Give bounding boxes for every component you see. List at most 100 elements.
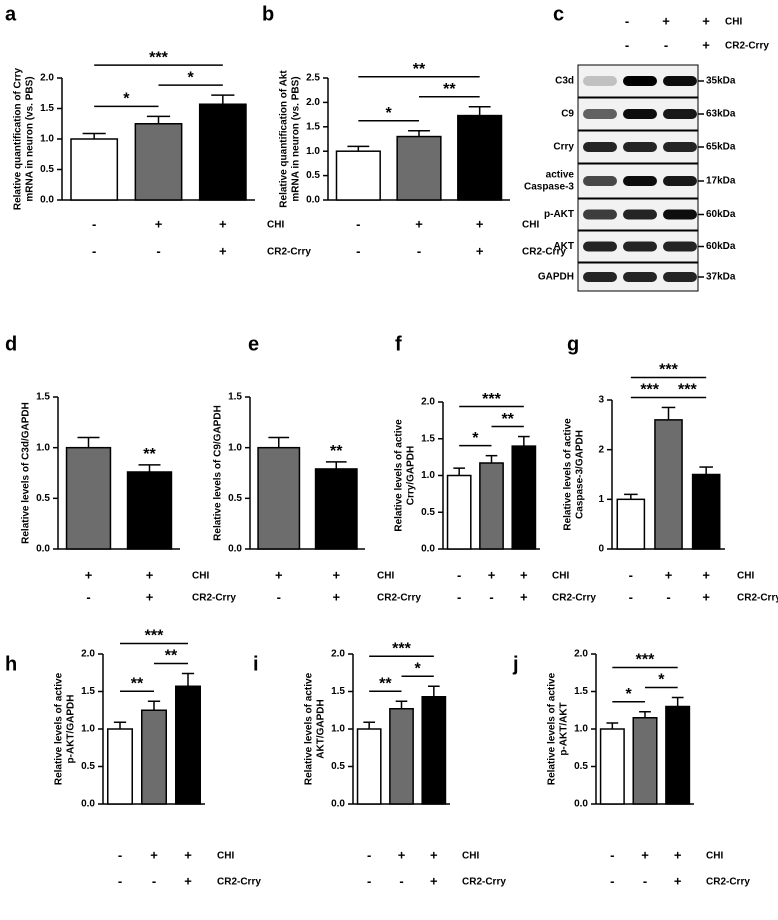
- significance: *: [386, 105, 393, 122]
- y-axis-label: Crry/GAPDH: [406, 446, 417, 505]
- bar: [654, 419, 683, 550]
- bar: [356, 728, 382, 805]
- significance: ***: [640, 382, 659, 399]
- y-tick-label: 0.5: [331, 761, 345, 772]
- condition-sign: -: [367, 847, 371, 862]
- bar: [175, 685, 201, 805]
- bar: [691, 473, 721, 550]
- significance: ***: [145, 628, 164, 645]
- condition-sign: -: [489, 589, 493, 604]
- condition-sign: -: [629, 589, 633, 604]
- bar: [126, 471, 173, 550]
- condition-sign: -: [356, 216, 360, 231]
- condition-sign: -: [152, 873, 156, 888]
- y-tick-label: 1.5: [228, 392, 242, 403]
- condition-sign: -: [277, 589, 281, 604]
- condition-sign: +: [641, 847, 649, 862]
- y-tick-label: 1.0: [574, 724, 588, 735]
- condition-sign: -: [666, 589, 670, 604]
- condition-label: CHI: [552, 571, 569, 582]
- y-tick-label: 2.0: [574, 649, 588, 660]
- condition-label: CR2-Crry: [192, 593, 236, 604]
- bar: [396, 135, 442, 201]
- y-axis-label: Relative levels of active: [547, 672, 558, 785]
- y-tick-label: 1.0: [40, 134, 54, 145]
- condition-sign: +: [702, 13, 710, 28]
- significance: **: [131, 675, 144, 692]
- blot-label: AKT: [553, 241, 574, 252]
- condition-label: CR2-Crry: [522, 247, 566, 258]
- panel-label: b: [262, 3, 274, 25]
- condition-label: CHI: [192, 571, 209, 582]
- y-tick-label: 0.0: [331, 799, 345, 810]
- blot-size: 65kDa: [706, 142, 736, 153]
- blot-label: GAPDH: [538, 272, 574, 283]
- significance: ***: [482, 391, 501, 408]
- significance: ***: [659, 362, 678, 379]
- significance: **: [379, 675, 392, 692]
- panel-label: g: [567, 333, 579, 355]
- condition-sign: +: [665, 567, 673, 582]
- blot-band: [623, 241, 657, 252]
- blot-band: [583, 176, 617, 186]
- y-tick-label: 2.0: [306, 97, 320, 108]
- bar: [389, 708, 414, 805]
- bar: [198, 103, 247, 201]
- condition-sign: -: [457, 567, 461, 582]
- y-axis-label: Caspase-3/GAPDH: [575, 430, 586, 519]
- condition-sign: +: [332, 567, 340, 582]
- y-tick-label: 0.0: [81, 799, 95, 810]
- blot-size: 35kDa: [706, 76, 736, 87]
- condition-label: CHI: [217, 851, 234, 862]
- significance: *: [123, 91, 130, 108]
- bar: [141, 709, 167, 805]
- blot-band: [663, 272, 697, 282]
- bar: [599, 728, 625, 805]
- panel-label: a: [5, 3, 17, 25]
- y-axis-label: p-AKT/AKT: [559, 702, 570, 755]
- panel-label: e: [248, 333, 259, 355]
- y-tick-label: 3: [598, 395, 604, 406]
- bar: [665, 705, 691, 805]
- condition-sign: +: [146, 567, 154, 582]
- condition-sign: -: [86, 589, 90, 604]
- y-tick-label: 0.5: [306, 170, 320, 181]
- condition-sign: +: [155, 216, 163, 231]
- bar: [107, 728, 133, 805]
- y-axis-label: Relative levels of active: [394, 419, 405, 532]
- blot-size: 63kDa: [706, 109, 736, 120]
- blot-band: [583, 109, 617, 119]
- bar: [314, 468, 358, 550]
- condition-sign: +: [702, 567, 710, 582]
- blot-band: [623, 142, 657, 152]
- bar: [632, 717, 658, 805]
- y-tick-label: 0.5: [574, 761, 588, 772]
- condition-sign: -: [625, 13, 629, 28]
- y-tick-label: 2.0: [331, 649, 345, 660]
- y-axis-label: Relative levels of C3d/GAPDH: [21, 402, 32, 544]
- condition-sign: +: [219, 243, 227, 258]
- significance: **: [413, 61, 426, 78]
- y-tick-label: 1: [598, 494, 604, 505]
- significance: **: [501, 411, 514, 428]
- y-axis-label: AKT/GAPDH: [316, 699, 327, 758]
- condition-sign: +: [184, 873, 192, 888]
- condition-sign: -: [156, 243, 160, 258]
- bar: [421, 696, 447, 805]
- blot-band: [623, 109, 657, 119]
- y-tick-label: 2: [598, 444, 604, 455]
- bar: [70, 138, 119, 201]
- condition-label: CHI: [462, 851, 479, 862]
- condition-sign: +: [150, 847, 158, 862]
- significance: *: [188, 69, 195, 86]
- blot-label: active: [546, 170, 575, 181]
- condition-label: CHI: [377, 571, 394, 582]
- blot-band: [583, 209, 617, 220]
- blot-label: p-AKT: [544, 209, 574, 220]
- bar: [335, 150, 381, 201]
- bar: [257, 446, 301, 550]
- bar: [479, 462, 504, 550]
- significance: **: [330, 443, 343, 460]
